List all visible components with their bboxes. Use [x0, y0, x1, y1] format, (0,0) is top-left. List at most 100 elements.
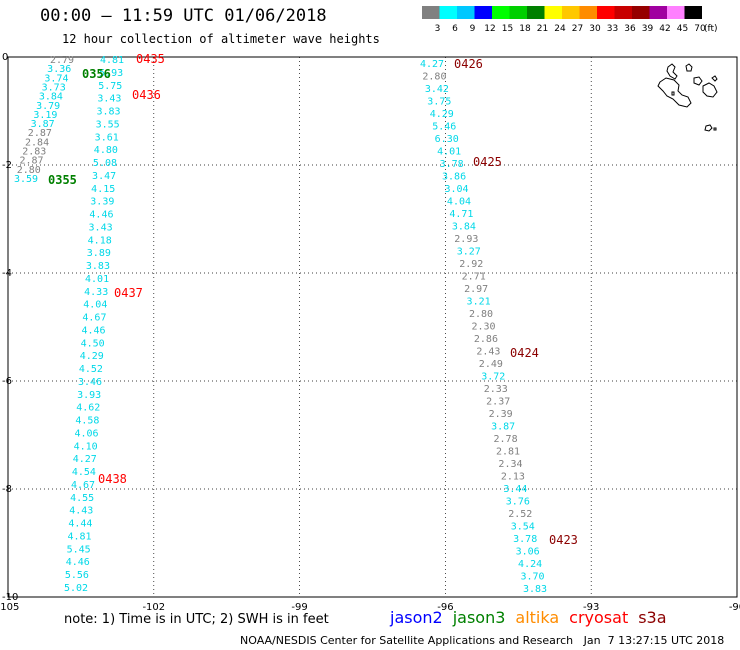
swh-value: 3.59 [14, 174, 38, 185]
swh-value: 4.50 [81, 338, 105, 349]
color-scale-legend: 3 6 9 12 15 18 21 24 27 30 33 36 39 42 45 70(ft) [422, 6, 718, 34]
color-swatch [509, 6, 527, 19]
color-swatch [684, 6, 702, 19]
swh-value: 4.55 [70, 493, 94, 504]
swh-value: 4.44 [68, 519, 92, 530]
swh-value: 3.47 [92, 171, 116, 182]
swh-value: 3.42 [425, 84, 449, 95]
time-label: 0426 [454, 57, 483, 71]
latitude-label: -2 [2, 160, 12, 171]
swh-value: 5.45 [67, 544, 91, 555]
longitude-label: -93 [583, 602, 599, 613]
time-label: 0435 [136, 52, 165, 66]
swh-value: 3.84 [452, 222, 476, 233]
color-swatch [649, 6, 667, 19]
legend-tick-label: 33 [607, 24, 618, 34]
island-outline [666, 63, 678, 80]
time-label: 0356 [82, 67, 111, 81]
color-swatch [439, 6, 457, 19]
swh-value: 3.83 [86, 261, 110, 272]
satellite-cryosat: cryosat [569, 608, 629, 627]
swh-value: 3.54 [511, 522, 535, 533]
swh-value: 3.74 [44, 73, 68, 84]
legend-tick-label: 9 [470, 24, 476, 34]
swh-value: 3.75 [427, 97, 451, 108]
swh-value: 3.79 [36, 101, 60, 112]
swh-value: 4.46 [89, 210, 113, 221]
swh-value: 3.43 [97, 94, 121, 105]
legend-tick-label: 27 [572, 24, 583, 34]
swh-value: 4.46 [66, 557, 90, 568]
map-grid [7, 56, 738, 598]
latitude-label: -10 [2, 592, 18, 603]
swh-value: 3.70 [521, 572, 545, 583]
swh-value: 4.54 [72, 467, 96, 478]
swh-value: 2.86 [474, 334, 498, 345]
color-swatch [544, 6, 562, 19]
swh-value: 5.08 [93, 158, 117, 169]
color-swatch [562, 6, 580, 19]
swh-value: 3.73 [42, 82, 66, 93]
color-swatch [422, 6, 440, 19]
swh-value: 3.21 [467, 297, 491, 308]
swh-value: 2.93 [454, 234, 478, 245]
satellite-jason2: jason2 [390, 608, 443, 627]
swh-value: 4.43 [69, 506, 93, 517]
longitude-label: -99 [291, 602, 307, 613]
island-outline [711, 75, 718, 82]
color-swatch [667, 6, 685, 19]
time-label: 0437 [114, 286, 143, 300]
swh-value: 3.87 [491, 422, 515, 433]
map-frame [7, 56, 738, 598]
legend-tick-label: 18 [519, 24, 531, 34]
swh-value: 2.34 [498, 459, 522, 470]
swh-value: 3.36 [47, 64, 71, 75]
galapagos-coastline [657, 63, 718, 132]
color-swatch [579, 6, 597, 19]
satellite-altika: altika [515, 608, 560, 627]
swh-value: 4.67 [82, 313, 106, 324]
swh-value: 2.81 [496, 447, 520, 458]
swh-value: 2.30 [471, 322, 495, 333]
legend-tick-label: 39 [642, 24, 654, 34]
swh-value: 6.30 [435, 134, 459, 145]
swh-value: 2.43 [476, 347, 500, 358]
color-swatch [457, 6, 475, 19]
swh-value: 2.87 [28, 128, 52, 139]
island-outline [702, 82, 718, 98]
satellite-jason3: jason3 [452, 608, 506, 627]
swh-value: 3.84 [39, 92, 63, 103]
swh-value: 4.01 [437, 147, 461, 158]
legend-unit: (ft) [704, 24, 718, 34]
swh-value: 2.80 [422, 72, 446, 83]
time-label: 0424 [510, 346, 539, 360]
latitude-label: -8 [2, 484, 12, 495]
swh-value: 2.97 [464, 284, 488, 295]
swh-value: 4.67 [71, 480, 95, 491]
swh-value: 3.55 [96, 119, 120, 130]
island-outline [657, 77, 692, 108]
map-subtitle: 12 hour collection of altimeter wave hei… [62, 32, 380, 46]
swh-value: 3.72 [481, 372, 505, 383]
swh-value: 2.84 [25, 137, 49, 148]
swh-value: 5.46 [432, 122, 456, 133]
swh-value: 2.92 [459, 259, 483, 270]
swh-value: 4.62 [76, 403, 100, 414]
island-outline [693, 76, 703, 86]
longitude-label: -105 [0, 602, 19, 613]
island-outline [713, 127, 717, 131]
swh-value: 4.71 [449, 209, 473, 220]
swh-value: 2.33 [484, 384, 508, 395]
swh-value: 2.79 [50, 55, 74, 66]
time-label: 0436 [132, 88, 161, 102]
swh-value: 4.10 [74, 441, 98, 452]
swh-value: 2.83 [22, 147, 46, 158]
legend-tick-label: 30 [589, 24, 601, 34]
satellite-legend: jason2 jason3 altika cryosat s3a [390, 608, 677, 627]
swh-value: 4.33 [84, 287, 108, 298]
legend-tick-label: 45 [677, 24, 688, 34]
island-outline [671, 91, 675, 96]
color-swatch [474, 6, 492, 19]
longitude-label: -102 [142, 602, 165, 613]
